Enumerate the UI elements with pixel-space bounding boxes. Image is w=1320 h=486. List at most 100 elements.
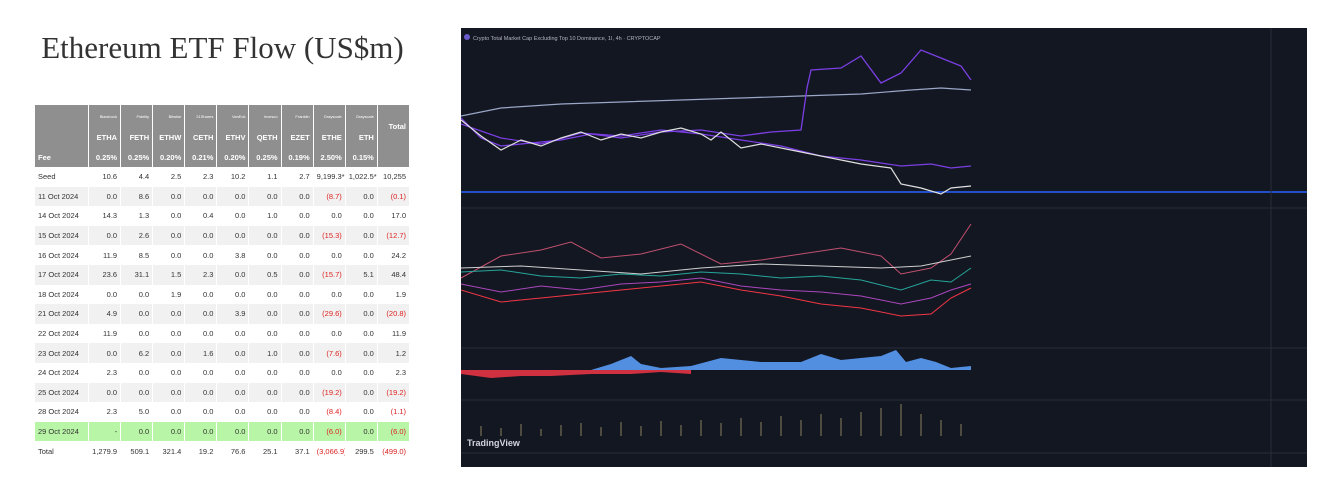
cell-value: 0.0 <box>281 264 314 285</box>
cell-value: 0.0 <box>345 304 378 324</box>
cell-value: 0.0 <box>248 225 282 246</box>
cell-value: 0.0 <box>184 362 218 383</box>
cell-value: 0.0 <box>313 362 346 383</box>
cell-value: 0.0 <box>281 304 314 324</box>
cell-value: 0.0 <box>120 284 154 305</box>
cell-value: 2.7 <box>281 167 314 187</box>
series-line <box>461 87 972 117</box>
cell-value: 0.0 <box>313 206 346 226</box>
cell-value: 0.0 <box>248 284 282 305</box>
cell-value: 0.0 <box>152 402 186 422</box>
table-row: 24 Oct 2024 2.3 0.0 0.0 0.0 0.0 0.0 0.0 0.0 0.0 2.… <box>35 362 411 383</box>
table-row: 14 Oct 2024 14.3 1.3 0.0 0.4 0.0 1.0 0.0 0.0 0.0 1… <box>35 206 411 226</box>
cell-value: 8.6 <box>120 186 154 207</box>
cell-value: 0.0 <box>216 362 250 383</box>
cell-value: 0.0 <box>313 245 346 265</box>
row-label: Seed <box>35 167 89 187</box>
row-label: 28 Oct 2024 <box>35 402 89 422</box>
cell-value: 5.0 <box>120 402 154 422</box>
cell-value: 299.5 <box>345 441 378 461</box>
symbol-icon <box>464 34 470 40</box>
ticker: ETHA <box>88 127 122 147</box>
cell-value: 11.9 <box>88 245 122 265</box>
cell-value: 0.0 <box>152 343 186 363</box>
cell-value: (0.1) <box>377 186 411 207</box>
issuer-row: Blackrock Fidelity Bitwise 21Shares VanEck In… <box>35 105 411 147</box>
cell-value: 0.0 <box>281 402 314 422</box>
table-row: 21 Oct 2024 4.9 0.0 0.0 0.0 3.9 0.0 0.0 (29.6) 0.… <box>35 304 411 324</box>
cell-value: 4.4 <box>120 167 154 187</box>
table-header: Blackrock Fidelity Bitwise 21Shares VanEck In… <box>35 105 411 167</box>
cell-value: 2.3 <box>88 362 122 383</box>
cell-value: 2.3 <box>184 167 218 187</box>
cell-value: 0.0 <box>152 186 186 207</box>
cell-value: 0.0 <box>184 304 218 324</box>
cell-value: 0.0 <box>248 186 282 207</box>
cell-value: 0.0 <box>345 421 378 442</box>
cell-value: 1.0 <box>248 206 282 226</box>
cell-value: 0.0 <box>345 245 378 265</box>
cell-value: 1.5 <box>152 264 186 285</box>
cell-value: 1.6 <box>184 343 218 363</box>
ticker: QETH <box>248 127 282 147</box>
table-row: 17 Oct 2024 23.6 31.1 1.5 2.3 0.0 0.5 0.0 (15.7)… <box>35 264 411 285</box>
etf-flow-table: Blackrock Fidelity Bitwise 21Shares VanEck In… <box>35 105 411 461</box>
cell-value: 0.0 <box>281 245 314 265</box>
cell-value: (15.7) <box>313 264 346 285</box>
row-label: 16 Oct 2024 <box>35 245 89 265</box>
cell-value: 0.0 <box>184 421 218 442</box>
table-row: 15 Oct 2024 0.0 2.6 0.0 0.0 0.0 0.0 0.0 (15.3) 0.… <box>35 225 411 246</box>
cell-value: 0.0 <box>152 206 186 226</box>
volume-bars <box>480 404 962 436</box>
row-label: 17 Oct 2024 <box>35 264 89 285</box>
cell-value: 0.0 <box>88 186 122 207</box>
issuer-name: Bitwise <box>152 105 186 127</box>
tradingview-chart: Crypto Total Market Cap Excluding Top 10… <box>461 28 1307 467</box>
cell-value: (20.8) <box>377 304 411 324</box>
cell-value: 0.0 <box>120 421 154 442</box>
cell-value: 0.0 <box>216 323 250 344</box>
series-line <box>461 119 972 195</box>
blank-cell <box>377 147 411 167</box>
cell-value: (1.1) <box>377 402 411 422</box>
table-row: 22 Oct 2024 11.9 0.0 0.0 0.0 0.0 0.0 0.0 0.0 0.0 1… <box>35 323 411 344</box>
cell-value: 0.0 <box>345 284 378 305</box>
cell-value: (15.3) <box>313 225 346 246</box>
cell-value: 0.0 <box>216 206 250 226</box>
cell-value: 0.0 <box>216 382 250 403</box>
ticker: ETHV <box>216 127 250 147</box>
cell-value: (6.0) <box>313 421 346 442</box>
cell-value: 3.8 <box>216 245 250 265</box>
issuer-name: Blackrock <box>88 105 122 127</box>
cell-value: (3,066.9) <box>313 441 346 461</box>
table-row: 11 Oct 2024 0.0 8.6 0.0 0.0 0.0 0.0 0.0 (8.7) 0.0… <box>35 186 411 207</box>
cell-value: 0.0 <box>345 323 378 344</box>
cell-value: 0.0 <box>345 362 378 383</box>
issuer-name: Invesco <box>248 105 282 127</box>
histogram-positive <box>591 350 971 370</box>
cell-value: 0.5 <box>248 264 282 285</box>
cell-value: 0.0 <box>152 245 186 265</box>
cell-value: 0.0 <box>281 323 314 344</box>
cell-value: 0.0 <box>281 421 314 442</box>
cell-value: 17.0 <box>377 206 411 226</box>
fee-value: 0.21% <box>184 147 218 167</box>
table-row: 29 Oct 2024-0.0 0.0 0.0 0.0 0.0 0.0 (6.0) 0.0 (6… <box>35 421 411 442</box>
cell-value: 0.0 <box>216 225 250 246</box>
cell-value: 2.6 <box>120 225 154 246</box>
row-label: 23 Oct 2024 <box>35 343 89 363</box>
ticker: ETHW <box>152 127 186 147</box>
cell-value: 0.0 <box>345 382 378 403</box>
cell-value: 5.1 <box>345 264 378 285</box>
cell-value: 0.4 <box>184 206 218 226</box>
fee-value: 0.25% <box>248 147 282 167</box>
series-line <box>461 255 972 275</box>
cell-value: 24.2 <box>377 245 411 265</box>
cell-value: 0.0 <box>88 284 122 305</box>
fee-value: 0.19% <box>281 147 314 167</box>
cell-value: 1.9 <box>152 284 186 305</box>
ticker-row: ETHA FETH ETHW CETH ETHV QETH EZET ETHE ETH <box>35 127 410 147</box>
cell-value: 10.6 <box>88 167 122 187</box>
histogram-negative <box>461 370 691 378</box>
cell-value: (12.7) <box>377 225 411 246</box>
